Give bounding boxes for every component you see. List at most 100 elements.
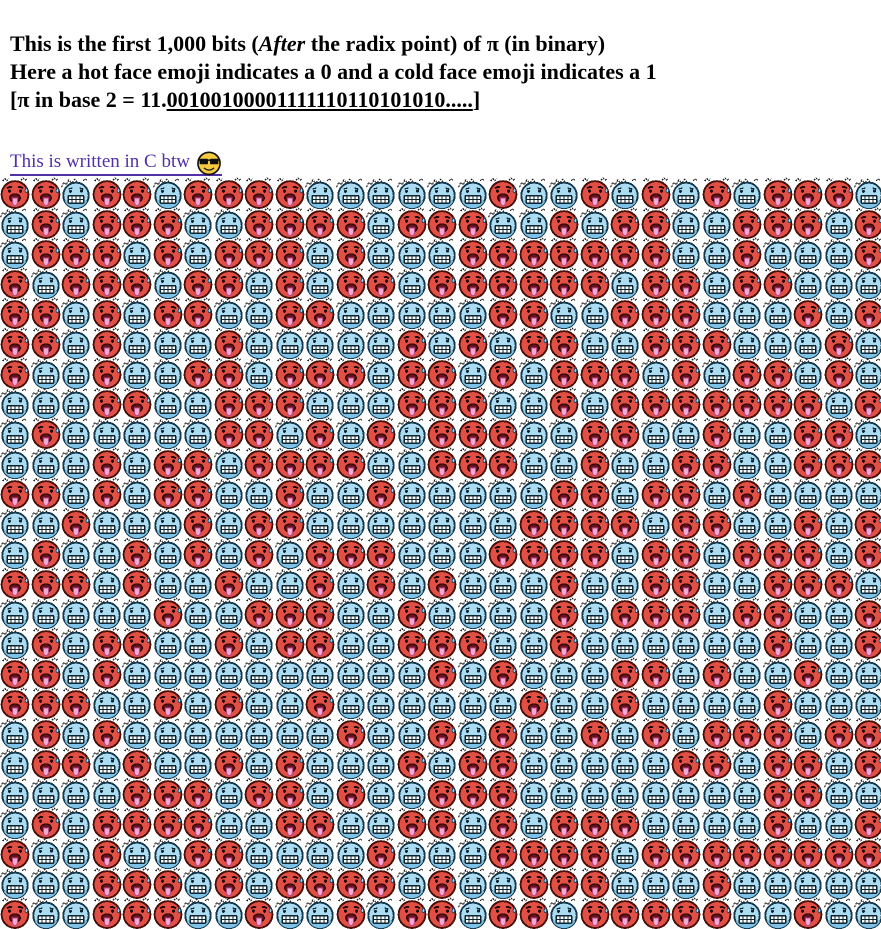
cold-face-emoji [854,358,881,388]
cold-face-emoji [793,628,824,658]
hot-face-emoji [92,808,123,838]
hot-face-emoji [427,898,458,928]
cold-face-emoji [732,778,763,808]
cold-face-emoji [519,478,550,508]
hot-face-emoji [31,538,62,568]
cold-face-emoji [183,688,214,718]
hot-face-emoji [214,328,245,358]
hot-face-emoji [763,718,794,748]
cold-face-emoji [824,508,855,538]
cold-face-emoji [183,658,214,688]
cold-face-emoji [214,538,245,568]
cold-face-emoji [641,418,672,448]
cold-face-emoji [244,868,275,898]
hot-face-emoji [92,358,123,388]
cold-face-emoji [275,418,306,448]
hot-face-emoji [854,538,881,568]
hot-face-emoji [458,448,489,478]
hot-face-emoji [580,808,611,838]
cold-face-emoji [244,718,275,748]
hot-face-emoji [427,358,458,388]
cold-face-emoji [153,388,184,418]
cold-face-emoji [488,478,519,508]
cold-face-emoji [275,568,306,598]
cold-face-emoji [0,868,31,898]
hot-face-emoji [31,418,62,448]
hot-face-emoji [61,268,92,298]
hot-face-emoji [305,568,336,598]
cold-face-emoji [397,268,428,298]
written-in-c-link[interactable]: This is written in C btw [10,150,222,176]
cold-face-emoji [671,778,702,808]
hot-face-emoji [153,298,184,328]
cold-face-emoji [214,508,245,538]
hot-face-emoji [61,568,92,598]
hot-face-emoji [92,658,123,688]
hot-face-emoji [153,478,184,508]
hot-face-emoji [793,538,824,568]
cold-face-emoji [488,688,519,718]
cold-face-emoji [488,388,519,418]
cold-face-emoji [153,418,184,448]
cold-face-emoji [641,358,672,388]
hot-face-emoji [153,808,184,838]
hot-face-emoji [397,208,428,238]
hot-face-emoji [732,538,763,568]
hot-face-emoji [732,838,763,868]
hot-face-emoji [641,538,672,568]
hot-face-emoji [793,298,824,328]
cold-face-emoji [336,328,367,358]
cold-face-emoji [793,358,824,388]
cold-face-emoji [427,238,458,268]
cold-face-emoji [610,718,641,748]
hot-face-emoji [519,688,550,718]
hot-face-emoji [427,718,458,748]
hot-face-emoji [305,598,336,628]
cold-face-emoji [92,538,123,568]
cold-face-emoji [732,808,763,838]
hot-face-emoji [519,298,550,328]
cold-face-emoji [31,388,62,418]
cold-face-emoji [763,418,794,448]
cold-face-emoji [244,298,275,328]
hot-face-emoji [793,898,824,928]
hot-face-emoji [336,868,367,898]
cold-face-emoji [153,508,184,538]
hot-face-emoji [183,838,214,868]
hot-face-emoji [366,868,397,898]
cold-face-emoji [366,448,397,478]
cold-face-emoji [488,328,519,358]
cold-face-emoji [214,298,245,328]
cold-face-emoji [549,898,580,928]
cold-face-emoji [397,568,428,598]
hot-face-emoji [763,358,794,388]
hot-face-emoji [153,208,184,238]
hot-face-emoji [305,688,336,718]
cold-face-emoji [549,778,580,808]
hot-face-emoji [824,418,855,448]
hot-face-emoji [31,478,62,508]
cold-face-emoji [122,238,153,268]
hot-face-emoji [763,598,794,628]
cold-face-emoji [336,748,367,778]
cold-face-emoji [763,328,794,358]
hot-face-emoji [122,568,153,598]
cold-face-emoji [671,688,702,718]
hot-face-emoji [549,538,580,568]
cold-face-emoji [336,808,367,838]
hot-face-emoji [854,238,881,268]
cold-face-emoji [31,508,62,538]
hot-face-emoji [336,538,367,568]
cold-face-emoji [305,718,336,748]
hot-face-emoji [549,238,580,268]
cold-face-emoji [275,838,306,868]
hot-face-emoji [214,418,245,448]
cold-face-emoji [427,508,458,538]
cold-face-emoji [763,448,794,478]
cold-face-emoji [61,418,92,448]
hot-face-emoji [854,748,881,778]
hot-face-emoji [793,568,824,598]
cold-face-emoji [366,178,397,208]
hot-face-emoji [488,268,519,298]
cold-face-emoji [458,688,489,718]
